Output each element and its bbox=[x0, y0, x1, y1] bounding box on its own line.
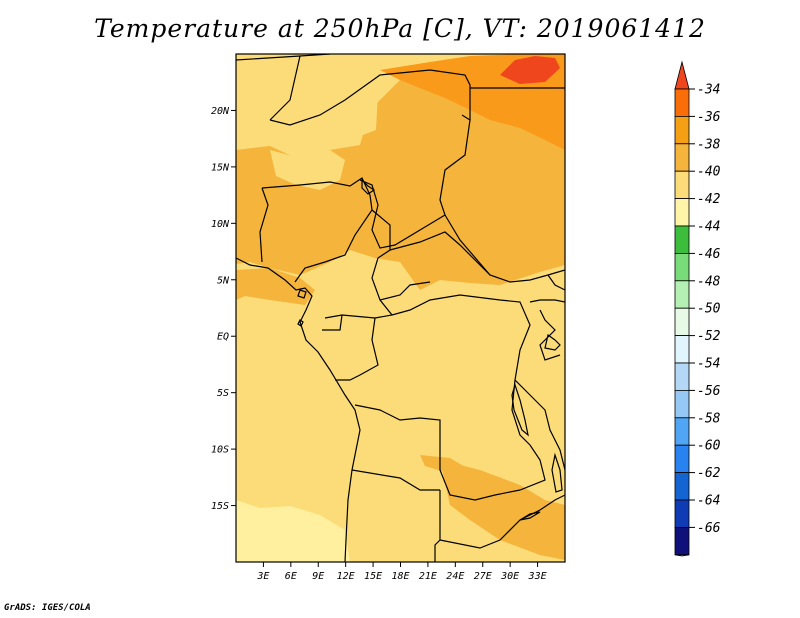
lake-chad bbox=[361, 178, 376, 195]
colorbar-swatch bbox=[674, 225, 690, 254]
colorbar-swatch bbox=[674, 280, 690, 309]
colorbar-level-label: -52 bbox=[697, 329, 721, 344]
lon-tick-label: 15E bbox=[364, 571, 382, 582]
lat-tick-label: 10N bbox=[211, 219, 230, 230]
lon-tick-label: 33E bbox=[528, 571, 547, 582]
colorbar-level-label: -50 bbox=[697, 302, 721, 317]
map-title: Temperature at 250hPa [C], VT: 201906141… bbox=[94, 14, 706, 43]
colorbar-swatch bbox=[674, 252, 690, 282]
field-level-40-pocket-2 bbox=[335, 92, 378, 138]
colorbar-level-label: -42 bbox=[697, 192, 721, 207]
border-cameroon bbox=[324, 209, 394, 319]
colorbar: -34 -36 -38 -40 -42 -44 -46 -48 -50 -52 -54 -56 -58 -… bbox=[674, 60, 721, 557]
border-north-sahara bbox=[236, 54, 331, 121]
lon-tick-label: 12E bbox=[337, 571, 355, 582]
field-level-42-south bbox=[236, 500, 350, 562]
border-drc bbox=[354, 294, 546, 501]
field-level-38-southeast bbox=[440, 460, 565, 560]
colorbar-level-label: -48 bbox=[697, 274, 721, 289]
colorbar-level-label: -38 bbox=[697, 137, 721, 152]
lat-tick-label: 5S bbox=[217, 388, 229, 399]
colorbar-swatch bbox=[674, 307, 690, 337]
lat-tick-label: 10S bbox=[211, 445, 229, 456]
country-borders bbox=[236, 54, 565, 562]
island-sao-tome bbox=[297, 319, 304, 327]
border-congo bbox=[322, 314, 379, 381]
lake-victoria bbox=[544, 333, 561, 351]
lake-malawi bbox=[551, 452, 563, 493]
lat-tick-label: 20N bbox=[211, 106, 230, 117]
colorbar-level-label: -56 bbox=[697, 384, 721, 399]
colorbar-level-label: -58 bbox=[697, 411, 721, 426]
colorbar-level-label: -34 bbox=[697, 83, 720, 98]
lat-tick-label: 15S bbox=[211, 501, 229, 512]
lon-tick-label: 6E bbox=[285, 571, 297, 582]
lat-tick-label: 5N bbox=[217, 275, 230, 286]
border-chad bbox=[359, 114, 471, 249]
lon-tick-label: 30E bbox=[500, 571, 519, 582]
field-level-38-coast bbox=[236, 268, 315, 305]
colorbar-level-label: -64 bbox=[697, 494, 720, 509]
border-kenya bbox=[547, 274, 565, 291]
colorbar-swatch bbox=[674, 116, 690, 145]
colorbar-level-label: -62 bbox=[697, 466, 721, 481]
border-angola bbox=[351, 469, 441, 562]
lon-tick-label: 27E bbox=[474, 571, 492, 582]
border-car bbox=[379, 231, 491, 301]
lon-tick-label: 18E bbox=[391, 571, 409, 582]
border-nigeria bbox=[259, 177, 373, 283]
colorbar-swatch bbox=[674, 499, 690, 528]
colorbar-swatch bbox=[674, 444, 690, 474]
border-niger bbox=[269, 69, 471, 126]
colorbar-swatch bbox=[674, 527, 690, 556]
colorbar-swatch bbox=[674, 335, 690, 364]
colorbar-swatch bbox=[674, 362, 690, 391]
colorbar-level-label: -36 bbox=[697, 110, 721, 125]
lon-tick-label: 24E bbox=[446, 571, 464, 582]
lon-tick-label: 21E bbox=[419, 571, 437, 582]
colorbar-level-label: -40 bbox=[697, 165, 721, 180]
colorbar-swatch bbox=[674, 417, 690, 446]
lat-tick-label: EQ bbox=[217, 332, 229, 343]
colorbar-top-arrow bbox=[674, 60, 690, 90]
field-level-34 bbox=[500, 56, 560, 84]
latitude-axis: 20N 15N 10N 5N EQ 5S 10S 15S bbox=[211, 106, 236, 512]
colorbar-bottom-arrow bbox=[674, 554, 690, 557]
colorbar-swatch bbox=[674, 198, 690, 227]
colorbar-swatch bbox=[674, 88, 690, 117]
colorbar-level-label: -54 bbox=[697, 357, 720, 372]
colorbar-level-label: -44 bbox=[697, 220, 720, 235]
island-bioko bbox=[297, 289, 307, 299]
longitude-axis: 3E 6E 9E 12E 15E 18E 21E 24E 27E 30E 33E bbox=[256, 562, 547, 582]
colorbar-swatch bbox=[674, 389, 690, 419]
lon-tick-label: 9E bbox=[312, 571, 324, 582]
lake-tanganyika bbox=[511, 383, 529, 437]
temperature-field bbox=[236, 54, 565, 562]
field-level-38-streak bbox=[420, 455, 470, 472]
colorbar-level-label: -66 bbox=[697, 521, 721, 536]
lat-tick-label: 15N bbox=[211, 162, 230, 173]
credit-label: GrADS: IGES/COLA bbox=[4, 603, 91, 613]
colorbar-swatch bbox=[674, 472, 690, 501]
lon-tick-label: 3E bbox=[256, 571, 269, 582]
colorbar-level-label: -46 bbox=[697, 247, 721, 262]
lake-kariba bbox=[519, 511, 541, 521]
colorbar-level-label: -60 bbox=[697, 439, 721, 454]
colorbar-swatch bbox=[674, 170, 690, 199]
field-level-40-pocket bbox=[270, 150, 345, 190]
colorbar-swatch bbox=[674, 143, 690, 172]
